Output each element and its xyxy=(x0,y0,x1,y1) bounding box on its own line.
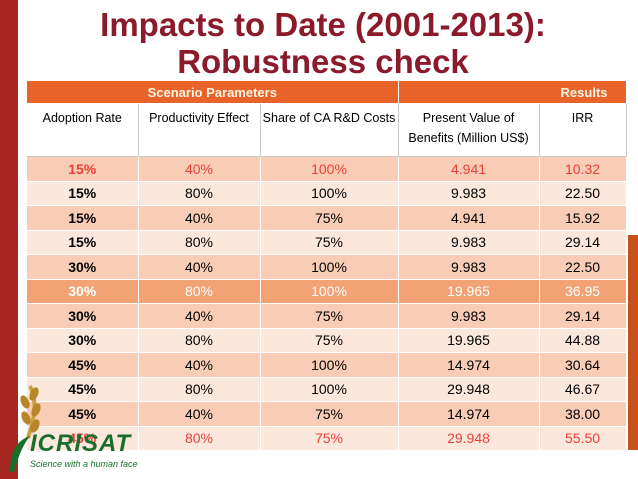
cell-present-value: 29.948 xyxy=(398,426,540,451)
cell-adoption-rate: 15% xyxy=(27,156,139,182)
cell-irr: 38.00 xyxy=(539,401,627,427)
title-line-2: Robustness check xyxy=(177,43,469,80)
icrisat-logo xyxy=(10,385,41,472)
table-body: 15% 40% 100% 4.941 10.32 15% 80% 100% 9.983 22.50… xyxy=(27,156,627,451)
cell-productivity-effect: 80% xyxy=(138,230,261,255)
cell-adoption-rate: 45% xyxy=(27,426,139,451)
cell-irr: 29.14 xyxy=(539,303,627,329)
table-row: 30% 80% 75% 19.965 44.88 xyxy=(27,328,627,353)
cell-adoption-rate: 30% xyxy=(27,279,139,304)
cell-adoption-rate: 30% xyxy=(27,254,139,280)
cell-irr: 15.92 xyxy=(539,205,627,231)
cell-productivity-effect: 40% xyxy=(138,303,261,329)
cell-irr: 55.50 xyxy=(539,426,627,451)
cell-productivity-effect: 40% xyxy=(138,205,261,231)
cell-irr: 29.14 xyxy=(539,230,627,255)
cell-share-ca-rd: 75% xyxy=(260,205,399,231)
cell-present-value: 9.983 xyxy=(398,181,540,206)
cell-share-ca-rd: 75% xyxy=(260,328,399,353)
cell-irr: 36.95 xyxy=(539,279,627,304)
cell-irr: 30.64 xyxy=(539,352,627,378)
cell-productivity-effect: 40% xyxy=(138,156,261,182)
cell-present-value: 9.983 xyxy=(398,254,540,280)
cell-productivity-effect: 80% xyxy=(138,426,261,451)
cell-share-ca-rd: 100% xyxy=(260,352,399,378)
left-accent-bar xyxy=(0,0,18,479)
cell-productivity-effect: 80% xyxy=(138,377,261,402)
logo-tagline: Science with a human face xyxy=(30,459,138,469)
logo-name: ICRISAT xyxy=(30,430,132,457)
cell-share-ca-rd: 100% xyxy=(260,377,399,402)
table-row: 45% 40% 100% 14.974 30.64 xyxy=(27,352,627,378)
cell-adoption-rate: 45% xyxy=(27,377,139,402)
slide-title: Impacts to Date (2001-2013): Robustness … xyxy=(18,6,628,80)
table-row: 45% 80% 75% 29.948 55.50 xyxy=(27,426,627,451)
col-present-value: Present Value of Benefits (Million US$) xyxy=(398,103,540,157)
cell-productivity-effect: 80% xyxy=(138,328,261,353)
group-header-row: Scenario Parameters Results xyxy=(27,81,627,104)
cell-adoption-rate: 30% xyxy=(27,303,139,329)
cell-share-ca-rd: 100% xyxy=(260,156,399,182)
cell-share-ca-rd: 75% xyxy=(260,303,399,329)
cell-productivity-effect: 40% xyxy=(138,352,261,378)
cell-irr: 46.67 xyxy=(539,377,627,402)
cell-present-value: 14.974 xyxy=(398,352,540,378)
table-row: 30% 80% 100% 19.965 36.95 xyxy=(27,279,627,304)
table-row: 45% 80% 100% 29.948 46.67 xyxy=(27,377,627,402)
cell-share-ca-rd: 75% xyxy=(260,401,399,427)
table-row: 15% 40% 75% 4.941 15.92 xyxy=(27,205,627,231)
col-share-ca-rd: Share of CA R&D Costs xyxy=(260,103,399,157)
cell-share-ca-rd: 100% xyxy=(260,279,399,304)
cell-present-value: 19.965 xyxy=(398,279,540,304)
cell-share-ca-rd: 75% xyxy=(260,230,399,255)
cell-productivity-effect: 40% xyxy=(138,254,261,280)
table-row: 15% 80% 100% 9.983 22.50 xyxy=(27,181,627,206)
cell-adoption-rate: 15% xyxy=(27,181,139,206)
table-row: 45% 40% 75% 14.974 38.00 xyxy=(27,401,627,427)
cell-present-value: 14.974 xyxy=(398,401,540,427)
col-irr: IRR xyxy=(539,103,627,157)
cell-present-value: 9.983 xyxy=(398,303,540,329)
cell-adoption-rate: 15% xyxy=(27,230,139,255)
cell-share-ca-rd: 100% xyxy=(260,181,399,206)
results-header: Results xyxy=(398,81,627,104)
cell-productivity-effect: 80% xyxy=(138,279,261,304)
cell-adoption-rate: 30% xyxy=(27,328,139,353)
cell-present-value: 19.965 xyxy=(398,328,540,353)
column-header-row: Adoption Rate Productivity Effect Share … xyxy=(27,103,627,157)
cell-irr: 44.88 xyxy=(539,328,627,353)
cell-present-value: 9.983 xyxy=(398,230,540,255)
cell-share-ca-rd: 100% xyxy=(260,254,399,280)
cell-productivity-effect: 40% xyxy=(138,401,261,427)
cell-adoption-rate: 45% xyxy=(27,352,139,378)
scenario-parameters-header: Scenario Parameters xyxy=(27,81,399,104)
cell-productivity-effect: 80% xyxy=(138,181,261,206)
right-accent-bar xyxy=(628,235,638,450)
cell-irr: 22.50 xyxy=(539,254,627,280)
table-row: 15% 40% 100% 4.941 10.32 xyxy=(27,156,627,182)
robustness-table: Scenario Parameters Results Adoption Rat… xyxy=(27,81,627,451)
cell-share-ca-rd: 75% xyxy=(260,426,399,451)
table-row: 15% 80% 75% 9.983 29.14 xyxy=(27,230,627,255)
table-row: 30% 40% 100% 9.983 22.50 xyxy=(27,254,627,280)
leaf-icon xyxy=(10,436,30,472)
table-row: 30% 40% 75% 9.983 29.14 xyxy=(27,303,627,329)
cell-adoption-rate: 45% xyxy=(27,401,139,427)
cell-present-value: 4.941 xyxy=(398,156,540,182)
col-adoption-rate: Adoption Rate xyxy=(27,103,139,157)
title-line-1: Impacts to Date (2001-2013): xyxy=(100,6,546,43)
cell-irr: 22.50 xyxy=(539,181,627,206)
col-productivity-effect: Productivity Effect xyxy=(138,103,261,157)
cell-present-value: 29.948 xyxy=(398,377,540,402)
cell-irr: 10.32 xyxy=(539,156,627,182)
cell-adoption-rate: 15% xyxy=(27,205,139,231)
cell-present-value: 4.941 xyxy=(398,205,540,231)
wheat-icon xyxy=(20,385,41,439)
